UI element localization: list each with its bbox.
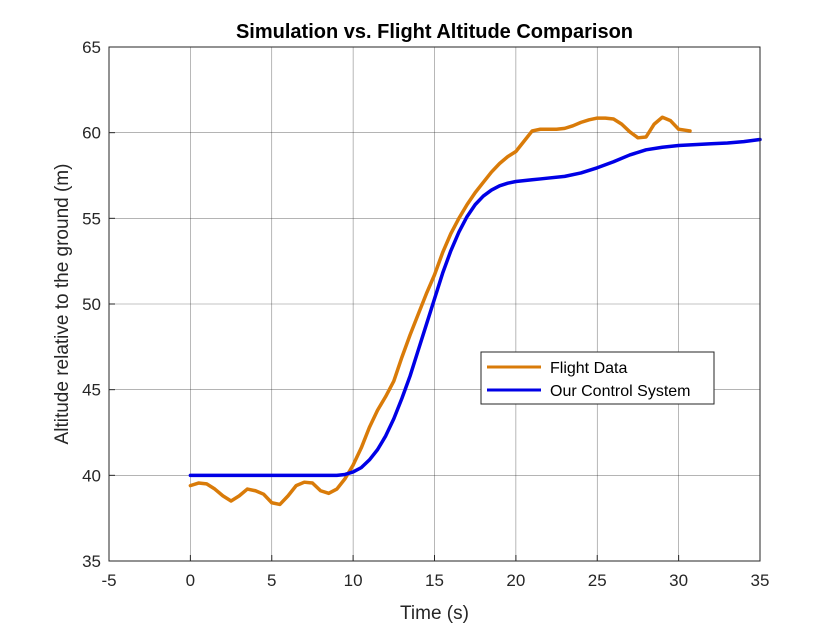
y-tick-label: 65	[82, 38, 101, 57]
legend: Flight Data Our Control System	[480, 351, 715, 405]
y-tick-label: 40	[82, 466, 101, 485]
x-tick-label: 35	[751, 571, 770, 590]
tick-label-layer: -5 0 5 10 15 20 25 30 35 35 40 45 50 55 60 65	[82, 38, 769, 590]
legend-box	[480, 351, 715, 405]
series-layer	[188, 115, 762, 507]
legend-label-our-control-system: Our Control System	[550, 383, 690, 400]
y-axis-label: Altitude relative to the ground (m)	[52, 164, 73, 445]
x-tick-label: 25	[588, 571, 607, 590]
x-tick-label: 10	[344, 571, 363, 590]
y-tick-label: 45	[82, 381, 101, 400]
x-tick-label: 30	[669, 571, 688, 590]
x-tick-label: 0	[186, 571, 195, 590]
x-axis-label: Time (s)	[400, 603, 469, 624]
y-tick-label: 35	[82, 552, 101, 571]
series-line-our-control-system	[188, 137, 762, 478]
x-tick-label: -5	[101, 571, 116, 590]
x-tick-label: 20	[506, 571, 525, 590]
x-tick-label: 15	[425, 571, 444, 590]
series-line-flight-data	[188, 115, 692, 507]
y-tick-label: 50	[82, 295, 101, 314]
legend-label-flight-data: Flight Data	[550, 360, 627, 377]
chart-title: Simulation vs. Flight Altitude Compariso…	[236, 21, 633, 43]
x-tick-label: 5	[267, 571, 276, 590]
y-tick-label: 60	[82, 124, 101, 143]
y-tick-label: 55	[82, 209, 101, 228]
